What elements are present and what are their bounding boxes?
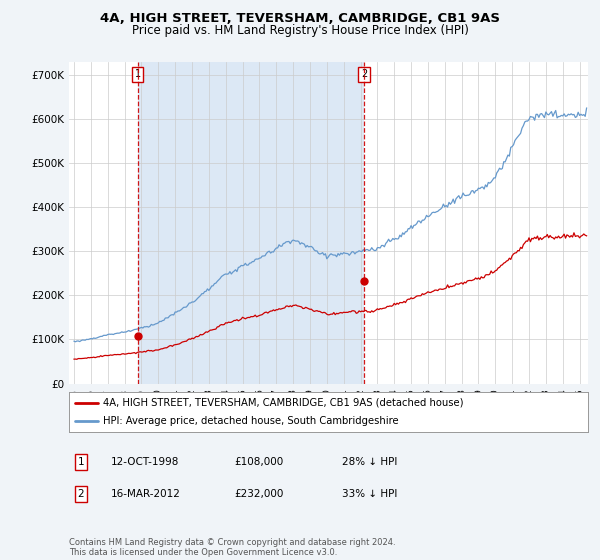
Text: £108,000: £108,000	[234, 457, 283, 467]
Text: 1: 1	[77, 457, 85, 467]
Text: 16-MAR-2012: 16-MAR-2012	[111, 489, 181, 499]
Text: 2: 2	[361, 69, 367, 80]
Text: Price paid vs. HM Land Registry's House Price Index (HPI): Price paid vs. HM Land Registry's House …	[131, 24, 469, 36]
Bar	[138, 62, 364, 384]
Text: 2: 2	[77, 489, 85, 499]
Text: 12-OCT-1998: 12-OCT-1998	[111, 457, 179, 467]
Text: 28% ↓ HPI: 28% ↓ HPI	[342, 457, 397, 467]
Text: 4A, HIGH STREET, TEVERSHAM, CAMBRIDGE, CB1 9AS (detached house): 4A, HIGH STREET, TEVERSHAM, CAMBRIDGE, C…	[103, 398, 463, 408]
Text: £232,000: £232,000	[234, 489, 283, 499]
Text: HPI: Average price, detached house, South Cambridgeshire: HPI: Average price, detached house, Sout…	[103, 417, 398, 426]
Text: 4A, HIGH STREET, TEVERSHAM, CAMBRIDGE, CB1 9AS: 4A, HIGH STREET, TEVERSHAM, CAMBRIDGE, C…	[100, 12, 500, 25]
Text: Contains HM Land Registry data © Crown copyright and database right 2024.
This d: Contains HM Land Registry data © Crown c…	[69, 538, 395, 557]
Text: 33% ↓ HPI: 33% ↓ HPI	[342, 489, 397, 499]
Text: 1: 1	[135, 69, 141, 80]
